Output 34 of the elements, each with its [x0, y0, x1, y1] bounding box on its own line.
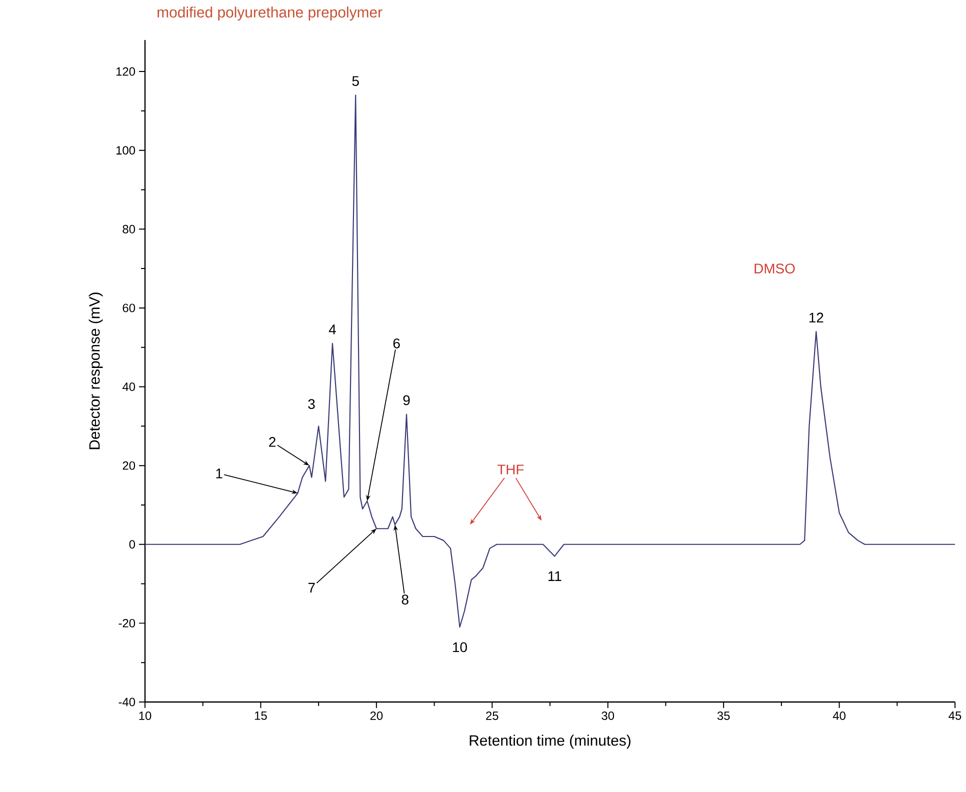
annotation: 6: [393, 338, 400, 348]
y-tick-label: -20: [118, 618, 136, 628]
y-tick-label: -40: [118, 698, 136, 706]
x-tick-label: 15: [254, 712, 267, 720]
annotation: THF: [497, 464, 524, 474]
annotation: 12: [809, 312, 824, 322]
x-tick-label: 40: [832, 712, 846, 720]
annotation: 7: [308, 582, 315, 593]
x-tick-label: 35: [717, 712, 730, 720]
x-tick-label: 10: [139, 712, 152, 720]
y-axis-title: Detector response (mV): [88, 292, 103, 450]
x-tick-label: 30: [602, 712, 614, 720]
annotation: 9: [403, 395, 410, 406]
annotation: 8: [402, 594, 408, 604]
x-tick-label: 25: [486, 712, 498, 720]
annotation: 4: [328, 324, 336, 334]
y-tick-label: 0: [129, 540, 136, 549]
annotation: 5: [352, 76, 359, 86]
y-tick-label: 80: [122, 224, 136, 234]
y-tick-label: 20: [122, 461, 136, 470]
y-tick-label: 40: [122, 382, 136, 391]
annotation: 1: [216, 468, 222, 478]
annotation: 3: [308, 399, 315, 410]
x-tick-label: 45: [948, 712, 962, 720]
annotation: 10: [453, 642, 467, 652]
chart-title: modified polyurethane prepolymer: [158, 6, 382, 21]
y-tick-label: 100: [116, 146, 136, 155]
y-tick-label: 120: [116, 67, 136, 76]
y-tick-label: 60: [122, 304, 136, 312]
x-axis-title: Retention time (minutes): [470, 734, 630, 749]
annotation: DMSO: [754, 264, 795, 274]
x-tick-label: 20: [370, 712, 383, 720]
annotation: 2: [269, 437, 276, 447]
annotation: 11: [548, 571, 562, 581]
